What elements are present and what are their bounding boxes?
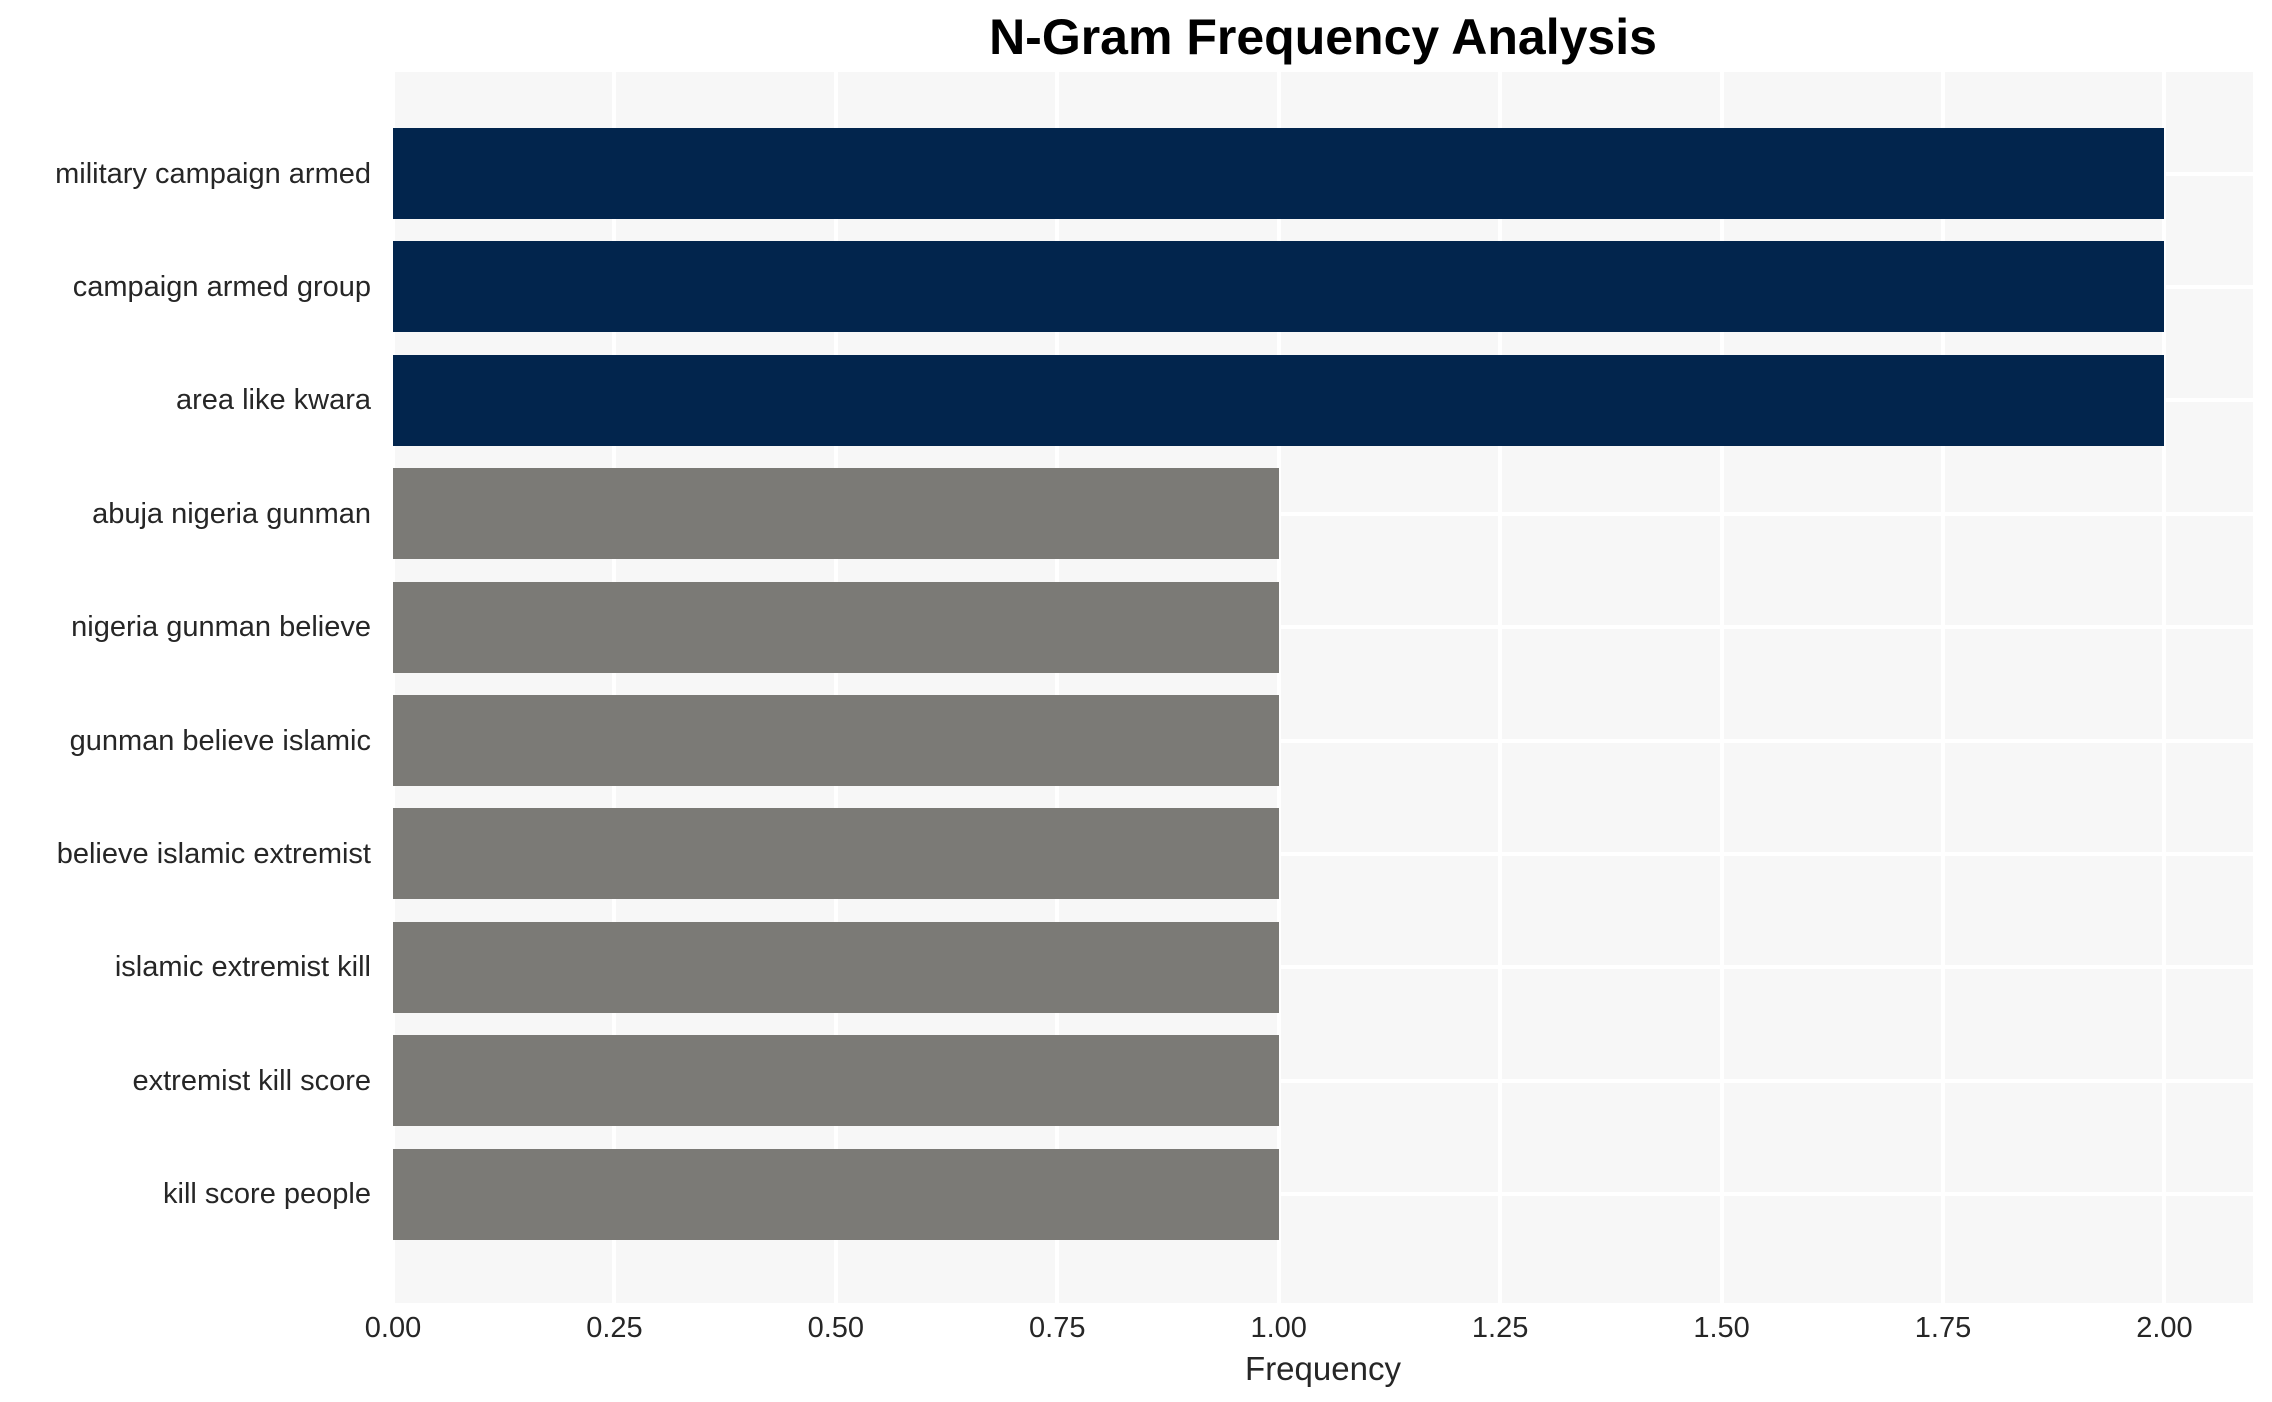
x-tick-label: 1.25 bbox=[1471, 1312, 1529, 1344]
y-tick-label: islamic extremist kill bbox=[114, 951, 371, 984]
vertical-gridline bbox=[1276, 72, 1281, 1303]
y-tick-label: kill score people bbox=[163, 1178, 371, 1211]
bar-gunman-believe-islamic bbox=[393, 695, 1279, 786]
x-axis-title: Frequency bbox=[1245, 1350, 1401, 1387]
bar-believe-islamic-extremist bbox=[393, 808, 1279, 900]
y-tick-label: extremist kill score bbox=[132, 1064, 372, 1097]
horizontal-gridline bbox=[393, 965, 2253, 970]
vertical-gridline bbox=[1941, 72, 1945, 1303]
bar-extremist-kill-score bbox=[393, 1035, 1279, 1127]
horizontal-gridline bbox=[393, 1192, 2253, 1197]
vertical-gridline bbox=[2162, 72, 2167, 1303]
vertical-gridline bbox=[1055, 72, 1060, 1303]
horizontal-gridline bbox=[393, 511, 2253, 516]
x-tick-label: 1.75 bbox=[1914, 1312, 1972, 1344]
x-tick-label: 0.50 bbox=[807, 1312, 865, 1344]
y-tick-label: abuja nigeria gunman bbox=[92, 497, 371, 530]
x-tick-label: 0.25 bbox=[586, 1312, 643, 1344]
x-tick-label: 1.00 bbox=[1250, 1312, 1307, 1344]
vertical-gridline bbox=[612, 72, 617, 1303]
y-tick-label: military campaign armed bbox=[55, 157, 371, 190]
bar-campaign-armed-group bbox=[393, 241, 2165, 333]
plot-area bbox=[391, 72, 2253, 1303]
x-tick-label: 2.00 bbox=[2136, 1312, 2193, 1344]
bar-abuja-nigeria-gunman bbox=[393, 468, 1279, 560]
bar-kill-score-people bbox=[393, 1148, 1279, 1240]
x-tick-label: 1.50 bbox=[1693, 1312, 1750, 1344]
horizontal-gridline bbox=[393, 1078, 2253, 1083]
vertical-gridline bbox=[1498, 72, 1503, 1303]
y-tick-label: gunman believe islamic bbox=[69, 724, 371, 757]
y-tick-label: area like kwara bbox=[175, 384, 371, 417]
y-tick-label: campaign armed group bbox=[72, 270, 371, 303]
vertical-gridline bbox=[1719, 72, 1724, 1303]
horizontal-gridline bbox=[393, 738, 2253, 743]
x-tick-label: 0.75 bbox=[1029, 1312, 1086, 1344]
bar-military-campaign-armed bbox=[393, 128, 2165, 219]
y-tick-label: nigeria gunman believe bbox=[71, 611, 371, 644]
y-tick-label: believe islamic extremist bbox=[56, 837, 371, 870]
bar-islamic-extremist-kill bbox=[393, 921, 1279, 1013]
vertical-gridline bbox=[391, 72, 395, 1303]
horizontal-gridline bbox=[393, 625, 2253, 630]
x-tick-label: 0.00 bbox=[364, 1312, 422, 1344]
horizontal-gridline bbox=[393, 851, 2253, 856]
bar-area-like-kwara bbox=[393, 354, 2165, 446]
chart-title: N-Gram Frequency Analysis bbox=[989, 9, 1657, 65]
bar-nigeria-gunman-believe bbox=[393, 581, 1279, 673]
vertical-gridline bbox=[833, 72, 838, 1303]
